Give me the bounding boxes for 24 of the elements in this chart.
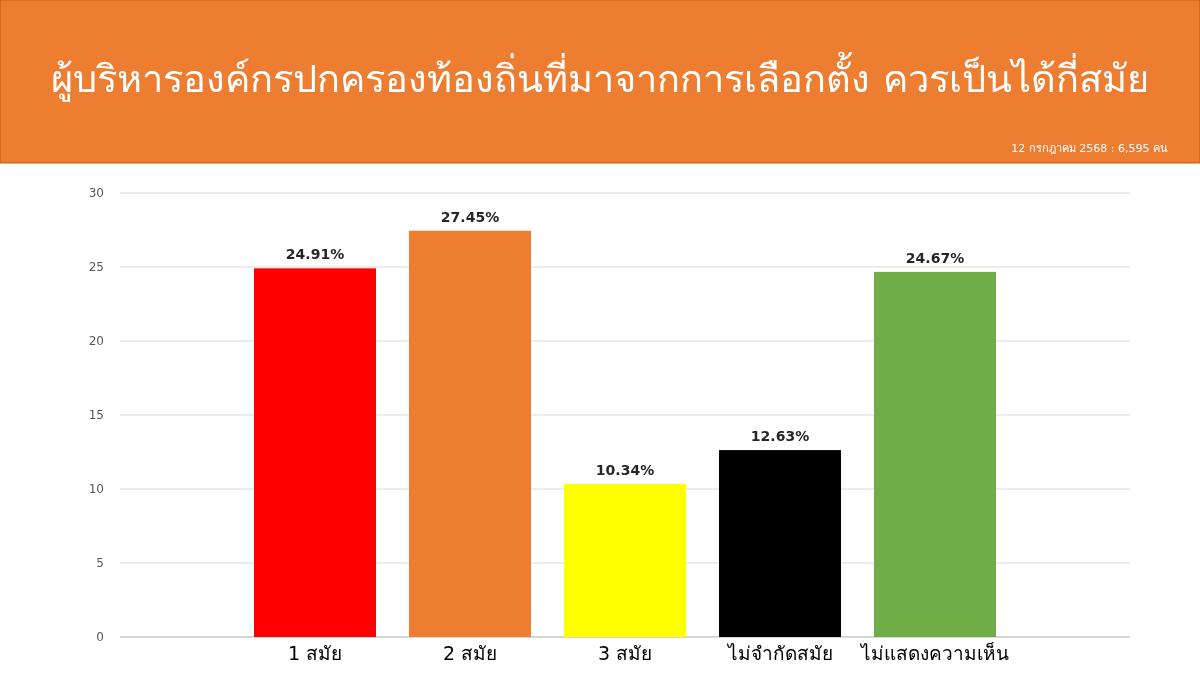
x-tick-label: ไม่แสดงความเห็น bbox=[859, 641, 1009, 664]
x-tick-label: 1 สมัย bbox=[287, 642, 343, 664]
data-label: 10.34% bbox=[595, 461, 655, 478]
y-tick-label: 25 bbox=[88, 260, 104, 274]
text: 12 กรกฎาคม 2568 : 6,595 คน bbox=[1011, 142, 1168, 155]
bar bbox=[564, 483, 686, 637]
data-label: 24.67% bbox=[905, 249, 965, 266]
data-label: 27.45% bbox=[440, 208, 500, 225]
y-tick-label: 30 bbox=[88, 186, 104, 200]
chart-title: ผู้บริหารองค์กรปกครองท้องถิ่นที่มาจากการเลือกตั้ง ควรเป็นได้กี่สมัย bbox=[51, 51, 1149, 102]
data-label: 12.63% bbox=[750, 428, 810, 445]
bar bbox=[874, 271, 996, 637]
y-tick-label: 20 bbox=[88, 334, 104, 348]
x-tick-label: 3 สมัย bbox=[597, 642, 653, 664]
y-tick-label: 10 bbox=[88, 482, 104, 496]
bar bbox=[719, 450, 841, 637]
bar bbox=[409, 230, 531, 637]
x-tick-label: 2 สมัย bbox=[442, 642, 498, 664]
bar bbox=[254, 268, 376, 637]
x-tick-label: ไม่จำกัดสมัย bbox=[725, 642, 833, 664]
data-label: 24.91% bbox=[285, 246, 345, 263]
y-tick-label: 0 bbox=[96, 630, 104, 644]
y-tick-label: 15 bbox=[88, 408, 104, 422]
y-tick-label: 5 bbox=[96, 556, 104, 570]
